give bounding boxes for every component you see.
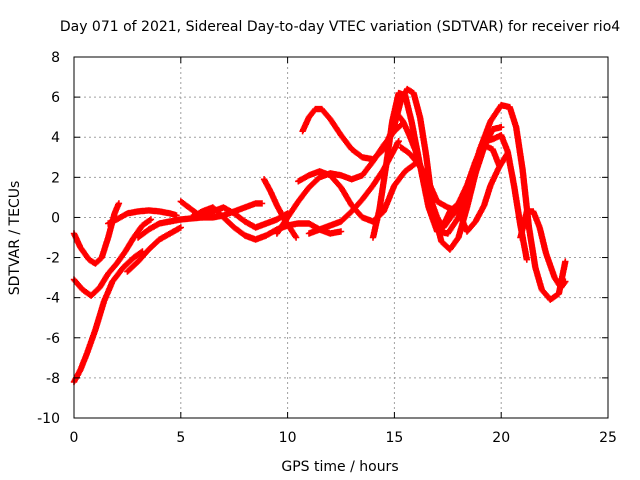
y-tick-label: 2 — [51, 170, 60, 186]
y-tick-label: -2 — [46, 251, 60, 267]
axis-ticks: 0 5 10 15 20 25 -10 -8 -6 -4 -2 0 2 4 6 8 — [37, 50, 617, 446]
x-tick-label: 5 — [176, 430, 185, 446]
y-tick-label: 6 — [51, 90, 60, 106]
series-arc-5 — [124, 224, 184, 275]
x-tick-label: 25 — [599, 430, 617, 446]
data-point-markers — [438, 142, 503, 233]
x-tick-label: 0 — [70, 430, 79, 446]
series-arc-18 — [517, 208, 569, 291]
series-arc-4 — [105, 207, 180, 227]
plot-frame — [73, 56, 609, 419]
series-arc-16 — [397, 144, 511, 235]
y-tick-label: -8 — [46, 371, 60, 387]
data-point-markers — [517, 208, 569, 291]
data-point-markers — [124, 224, 184, 275]
y-tick-label: 4 — [51, 130, 60, 146]
x-tick-label: 10 — [279, 430, 297, 446]
x-tick-label: 15 — [385, 430, 403, 446]
x-tick-label: 20 — [492, 430, 510, 446]
y-axis-title: SDTVAR / TECUs — [7, 181, 23, 296]
series-arc-17 — [438, 142, 503, 233]
y-tick-label: -6 — [46, 331, 60, 347]
y-tick-label: 8 — [51, 50, 60, 66]
y-tick-label: 0 — [51, 210, 60, 226]
data-point-markers — [105, 207, 180, 227]
y-tick-label: -10 — [37, 411, 60, 427]
chart-title: Day 071 of 2021, Sidereal Day-to-day VTE… — [60, 19, 620, 35]
x-axis-title: GPS time / hours — [281, 459, 398, 475]
y-tick-label: -4 — [46, 291, 60, 307]
data-point-markers — [397, 144, 511, 235]
